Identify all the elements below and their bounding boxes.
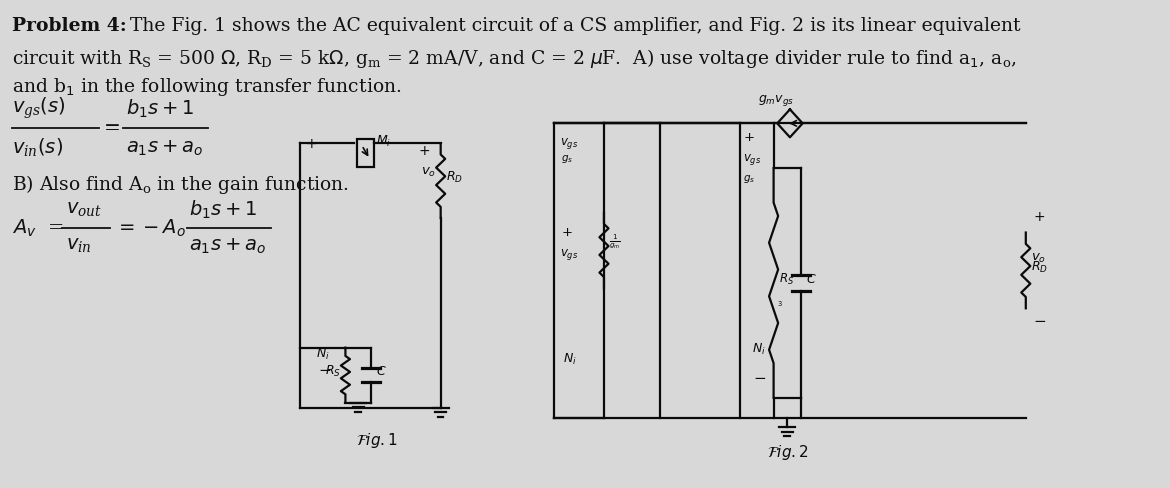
Text: +: + xyxy=(1033,209,1045,224)
Text: $A_v$  =: $A_v$ = xyxy=(12,217,63,239)
Text: $v_\mathregular{in}$: $v_\mathregular{in}$ xyxy=(66,237,91,255)
Text: and b$_1$ in the following transfer function.: and b$_1$ in the following transfer func… xyxy=(12,77,401,99)
Text: $g_s$: $g_s$ xyxy=(562,153,573,165)
Text: $v_\mathregular{in}(s)$: $v_\mathregular{in}(s)$ xyxy=(12,137,62,160)
Text: $b_1 s+1$: $b_1 s+1$ xyxy=(126,97,194,120)
Text: $\mathcal{F}ig.1$: $\mathcal{F}ig.1$ xyxy=(357,431,398,450)
Text: +: + xyxy=(305,137,317,151)
Text: +: + xyxy=(744,131,755,144)
Text: C: C xyxy=(377,365,385,378)
Text: $a_1 s+a_o$: $a_1 s+a_o$ xyxy=(190,236,267,256)
Text: $a_1 s+a_o$: $a_1 s+a_o$ xyxy=(126,139,202,158)
Text: C: C xyxy=(806,273,815,286)
Text: $b_1 s+1$: $b_1 s+1$ xyxy=(190,199,257,221)
Text: $N_i$: $N_i$ xyxy=(563,352,577,367)
Text: $v_o$: $v_o$ xyxy=(421,166,435,179)
Text: $g_s$: $g_s$ xyxy=(743,173,755,185)
Text: $v_\mathregular{out}$: $v_\mathregular{out}$ xyxy=(66,201,102,219)
Text: +: + xyxy=(562,225,572,239)
Text: −: − xyxy=(318,363,331,378)
Text: =: = xyxy=(104,119,121,138)
Text: −: − xyxy=(753,370,766,386)
Text: $v_\mathregular{gs}(s)$: $v_\mathregular{gs}(s)$ xyxy=(12,96,66,121)
Text: $\frac{1}{g_m}$: $\frac{1}{g_m}$ xyxy=(610,233,621,251)
Text: $R_D$: $R_D$ xyxy=(446,170,463,185)
Text: $_3$: $_3$ xyxy=(777,299,783,308)
Text: $v_{gs}$: $v_{gs}$ xyxy=(743,152,761,167)
Text: $v_{gs}$: $v_{gs}$ xyxy=(559,136,578,151)
Text: $R_S$: $R_S$ xyxy=(779,272,794,287)
Text: $N_i$: $N_i$ xyxy=(316,346,330,362)
Text: $M_i$: $M_i$ xyxy=(377,134,392,149)
Text: $v_o$: $v_o$ xyxy=(1031,251,1046,264)
Text: $R_D$: $R_D$ xyxy=(1031,260,1048,275)
Text: $R_S$: $R_S$ xyxy=(325,364,342,379)
Text: circuit with R$_\mathregular{S}$ = 500 $\Omega$, R$_\mathregular{D}$ = 5 k$\Omeg: circuit with R$_\mathregular{S}$ = 500 $… xyxy=(12,46,1017,70)
Text: $\mathcal{F}ig.2$: $\mathcal{F}ig.2$ xyxy=(768,444,810,463)
Text: B) Also find A$_\mathregular{o}$ in the gain function.: B) Also find A$_\mathregular{o}$ in the … xyxy=(12,173,349,196)
Text: +: + xyxy=(419,144,431,158)
Text: $= -A_o$: $= -A_o$ xyxy=(115,217,186,239)
Bar xyxy=(357,139,373,167)
Text: $g_m v_{gs}$: $g_m v_{gs}$ xyxy=(758,93,794,107)
Text: −: − xyxy=(1033,314,1046,329)
Text: The Fig. 1 shows the AC equivalent circuit of a CS amplifier, and Fig. 2 is its : The Fig. 1 shows the AC equivalent circu… xyxy=(130,17,1020,35)
Text: Problem 4:: Problem 4: xyxy=(12,17,126,35)
Text: $N_i$: $N_i$ xyxy=(752,342,765,357)
Text: $v_{gs}$: $v_{gs}$ xyxy=(559,246,578,262)
